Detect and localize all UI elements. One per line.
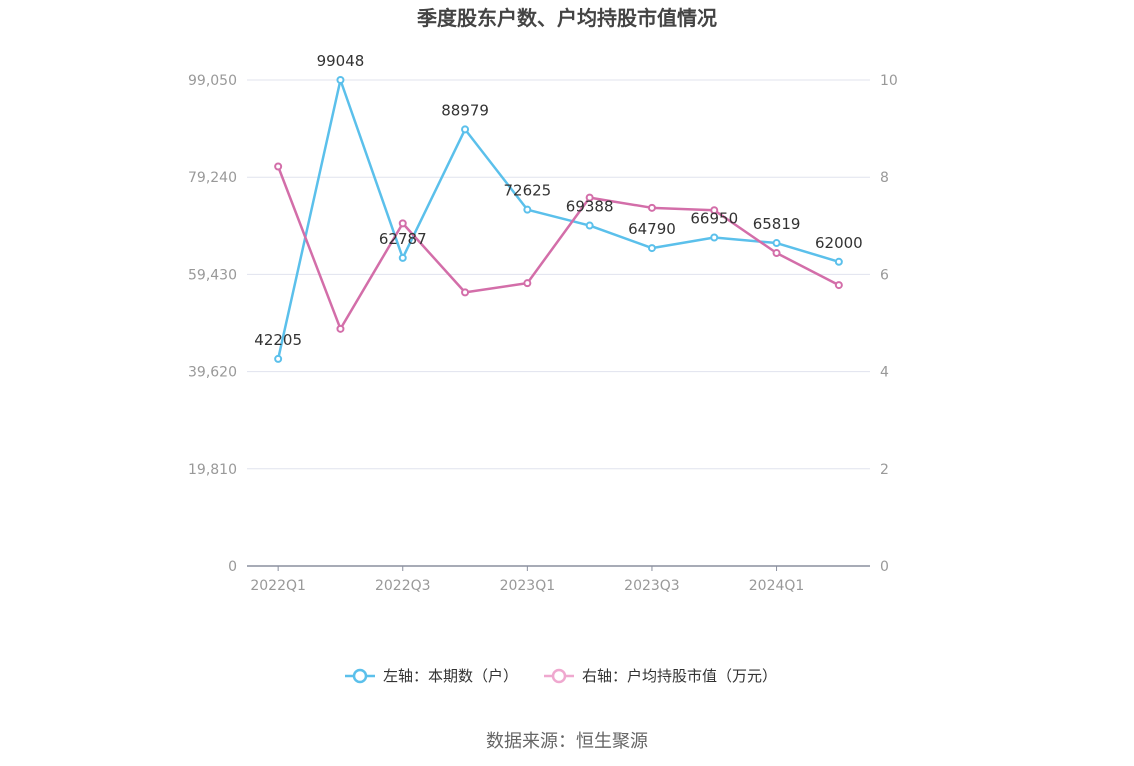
y-right-tick-label: 0 (880, 559, 889, 575)
y-right-tick-label: 10 (880, 73, 898, 89)
data-label: 42205 (254, 331, 302, 349)
data-point (398, 219, 407, 228)
series-lines (274, 76, 843, 363)
legend-item-holders[interactable]: 左轴：本期数（户） (345, 667, 518, 685)
data-point (585, 193, 594, 202)
data-label: 99048 (317, 52, 365, 70)
axes: 0 19,810 39,620 59,430 79,240 99,050 0 2 4 6 8 10 20… (188, 73, 898, 594)
grid-lines (247, 79, 870, 470)
legend-label: 右轴：户均持股市值（万元） (582, 667, 777, 685)
y-left-tick-label: 79,240 (188, 170, 237, 186)
data-point (274, 162, 283, 171)
data-point (647, 203, 656, 212)
data-point (523, 205, 532, 214)
data-label: 65819 (753, 215, 801, 233)
y-left-tick-label: 19,810 (188, 462, 237, 478)
y-right-tick-label: 2 (880, 462, 889, 478)
y-left-tick-label: 39,620 (188, 365, 237, 381)
data-point (710, 206, 719, 215)
data-point (647, 244, 656, 253)
data-point (710, 233, 719, 242)
legend-label: 左轴：本期数（户） (383, 667, 518, 685)
data-point (461, 288, 470, 297)
x-tick-label: 2022Q1 (250, 578, 306, 594)
source-text: 数据来源：恒生聚源 (486, 731, 648, 752)
data-point (336, 324, 345, 333)
data-label: 88979 (441, 101, 489, 119)
y-right-tick-label: 4 (880, 365, 889, 381)
data-label: 69388 (566, 198, 614, 216)
data-point (398, 253, 407, 262)
data-point (461, 125, 470, 134)
y-right-tick-label: 8 (880, 170, 889, 186)
data-label: 72625 (503, 182, 551, 200)
y-left-tick-label: 0 (228, 559, 237, 575)
x-tick-label: 2023Q3 (624, 578, 680, 594)
series-line-holders (276, 78, 840, 360)
legend-marker-icon (352, 668, 368, 684)
y-right-tick-label: 6 (880, 267, 889, 283)
data-point (834, 281, 843, 290)
legend-marker-icon (551, 668, 567, 684)
chart-title: 季度股东户数、户均持股市值情况 (416, 6, 717, 30)
data-point (585, 221, 594, 230)
data-label: 62000 (815, 234, 863, 252)
data-point (834, 257, 843, 266)
data-point (772, 239, 781, 248)
x-tick-label: 2022Q3 (375, 578, 431, 594)
data-label: 66950 (690, 210, 738, 228)
data-label: 64790 (628, 220, 676, 238)
y-left-tick-label: 99,050 (188, 73, 237, 89)
data-point (772, 249, 781, 258)
data-point (336, 76, 345, 85)
data-label: 62787 (379, 230, 427, 248)
data-labels: 42205 99048 62787 88979 72625 69388 64790 66950… (254, 52, 862, 349)
legend-item-avg-value[interactable]: 右轴：户均持股市值（万元） (544, 667, 777, 685)
x-tick-label: 2023Q1 (500, 578, 556, 594)
y-left-tick-label: 59,430 (188, 267, 237, 283)
x-tick-label: 2024Q1 (749, 578, 805, 594)
data-point (274, 354, 283, 363)
data-point (523, 279, 532, 288)
series-line-avg-value (276, 166, 840, 331)
legend[interactable]: 左轴：本期数（户） 右轴：户均持股市值（万元） (345, 667, 777, 685)
